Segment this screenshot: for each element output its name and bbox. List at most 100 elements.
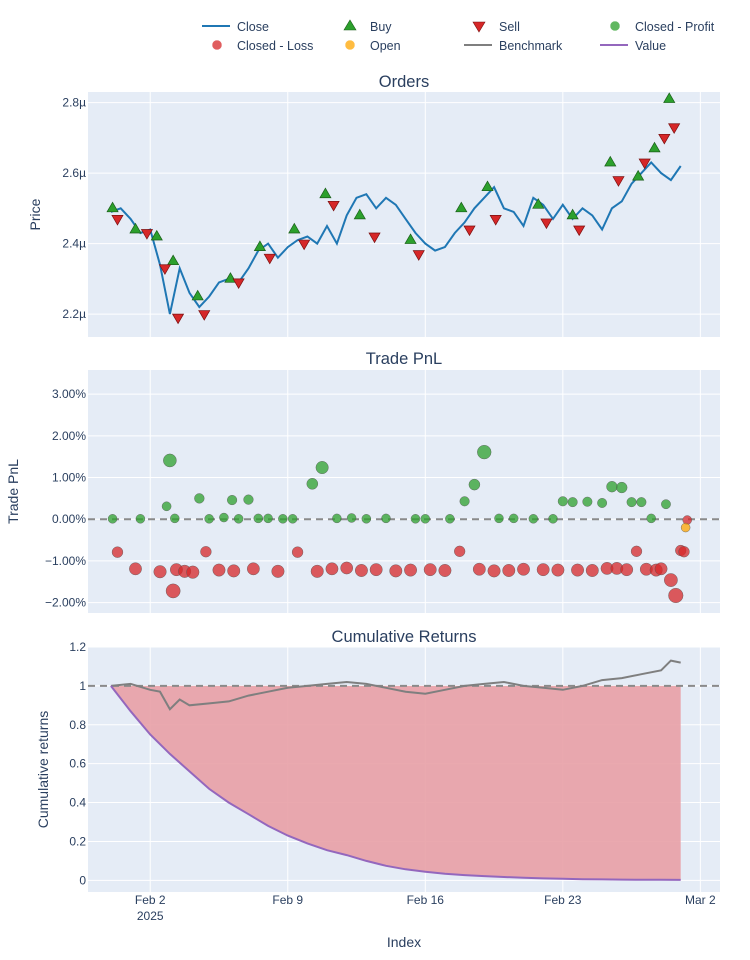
sell-marker bbox=[111, 215, 124, 226]
panel-title: Trade PnL bbox=[366, 350, 442, 368]
closed-profit-point bbox=[278, 514, 288, 524]
sell-marker bbox=[412, 250, 425, 261]
legend-label-benchmark: Benchmark bbox=[499, 39, 563, 53]
legend-label-value: Value bbox=[635, 39, 666, 53]
closed-profit-point bbox=[346, 513, 357, 523]
y-tick-label: 3.00% bbox=[52, 387, 86, 401]
closed-profit-point bbox=[459, 496, 470, 507]
closed-profit-point bbox=[606, 481, 618, 493]
closed-profit-point bbox=[557, 496, 568, 507]
y-tick-label: 1 bbox=[79, 679, 86, 693]
buy-marker bbox=[319, 187, 332, 199]
trade-pnl-panel: −2.00% −1.00% 0.00% 1.00% 2.00% 3.00% Trade Pn… bbox=[5, 350, 720, 613]
y-tick-label: 0.00% bbox=[52, 512, 86, 526]
closed-profit-point bbox=[616, 481, 628, 494]
plot-area bbox=[88, 659, 720, 881]
legend-swatch-closed-profit bbox=[609, 20, 621, 32]
closed-loss-point bbox=[165, 583, 181, 599]
x-tick-label: Mar 2 bbox=[685, 893, 716, 907]
closed-loss-point bbox=[502, 564, 516, 577]
closed-profit-point bbox=[468, 478, 481, 491]
closed-loss-point bbox=[630, 545, 643, 557]
legend-swatch-buy bbox=[343, 19, 357, 31]
closed-loss-point bbox=[678, 546, 690, 558]
y-tick-label: 0.4 bbox=[69, 796, 86, 810]
y-axis-title: Cumulative returns bbox=[35, 711, 51, 829]
closed-profit-point bbox=[315, 461, 329, 474]
closed-loss-point bbox=[664, 573, 678, 587]
buy-marker bbox=[150, 229, 163, 241]
closed-profit-point bbox=[204, 514, 214, 524]
sell-marker bbox=[573, 225, 586, 237]
closed-loss-point bbox=[620, 563, 634, 577]
closed-profit-point bbox=[263, 513, 273, 524]
closed-profit-point bbox=[548, 514, 558, 524]
closed-loss-point bbox=[129, 562, 142, 576]
y-axis-title: Trade PnL bbox=[5, 459, 21, 524]
sell-marker bbox=[638, 158, 651, 170]
closed-loss-point bbox=[438, 564, 452, 577]
closed-profit-point bbox=[227, 495, 238, 506]
buy-marker bbox=[191, 289, 204, 301]
sell-marker bbox=[658, 133, 671, 145]
sell-marker bbox=[612, 176, 625, 187]
closed-profit-point bbox=[287, 514, 298, 524]
closed-loss-point bbox=[340, 561, 354, 575]
closed-profit-point bbox=[243, 494, 254, 505]
closed-loss-point bbox=[212, 563, 226, 577]
closed-loss-point bbox=[536, 563, 550, 577]
y-tick-label: 2.6µ bbox=[62, 166, 86, 180]
plot-area bbox=[88, 445, 720, 603]
closed-loss-point bbox=[668, 588, 684, 603]
buy-marker bbox=[167, 254, 180, 266]
buy-marker bbox=[288, 222, 301, 234]
closed-loss-point bbox=[571, 563, 584, 577]
closed-loss-point bbox=[487, 564, 501, 578]
legend-item-open: Open bbox=[344, 39, 401, 53]
cumulative-returns-panel: 0 0.2 0.4 0.6 0.8 1 1.2 Cumulative Returns Cumul… bbox=[35, 628, 720, 892]
closed-loss-point bbox=[325, 562, 339, 576]
closed-profit-point bbox=[477, 445, 492, 460]
open-point bbox=[680, 522, 691, 533]
buy-marker bbox=[353, 208, 366, 220]
closed-loss-point bbox=[369, 563, 383, 577]
buy-marker bbox=[404, 233, 417, 244]
x-tick-label: Feb 23 bbox=[544, 893, 582, 907]
legend: Close Buy Sell Closed - Profit Closed - Loss… bbox=[202, 19, 715, 53]
x-tick-label: Feb 9 bbox=[272, 893, 303, 907]
y-tick-label: 0 bbox=[79, 873, 86, 887]
y-tick-label: 0.8 bbox=[69, 718, 86, 732]
closed-profit-point bbox=[135, 514, 146, 524]
closed-profit-point bbox=[332, 513, 342, 524]
buy-marker bbox=[129, 222, 142, 234]
y-tick-label: 2.00% bbox=[52, 429, 86, 443]
closed-profit-point bbox=[420, 514, 430, 524]
legend-item-benchmark: Benchmark bbox=[464, 39, 563, 53]
sell-marker bbox=[368, 232, 381, 244]
legend-label-closed-profit: Closed - Profit bbox=[635, 20, 715, 34]
y-tick-label: 1.2 bbox=[69, 640, 86, 654]
closed-profit-point bbox=[107, 514, 118, 524]
closed-loss-point bbox=[310, 564, 324, 578]
sell-marker bbox=[198, 310, 211, 321]
orders-panel: 2.2µ 2.4µ 2.6µ 2.8µ Orders Price bbox=[27, 73, 720, 337]
closed-loss-point bbox=[153, 565, 167, 579]
closed-loss-point bbox=[247, 562, 260, 576]
y-tick-label: 2.2µ bbox=[62, 307, 86, 321]
y-tick-label: 1.00% bbox=[52, 471, 86, 485]
closed-loss-point bbox=[654, 562, 668, 576]
closed-profit-point bbox=[597, 498, 608, 508]
closed-profit-point bbox=[646, 513, 656, 524]
series-line-close bbox=[110, 161, 682, 315]
closed-profit-point bbox=[253, 513, 263, 524]
closed-profit-point bbox=[494, 513, 504, 524]
panel-title: Orders bbox=[379, 73, 429, 91]
buy-marker bbox=[604, 155, 617, 167]
closed-loss-point bbox=[227, 564, 241, 578]
sell-marker bbox=[232, 278, 245, 290]
plot-background bbox=[88, 92, 720, 337]
series-line-benchmark bbox=[110, 659, 681, 711]
closed-profit-point bbox=[361, 514, 372, 524]
buy-marker bbox=[224, 272, 237, 283]
